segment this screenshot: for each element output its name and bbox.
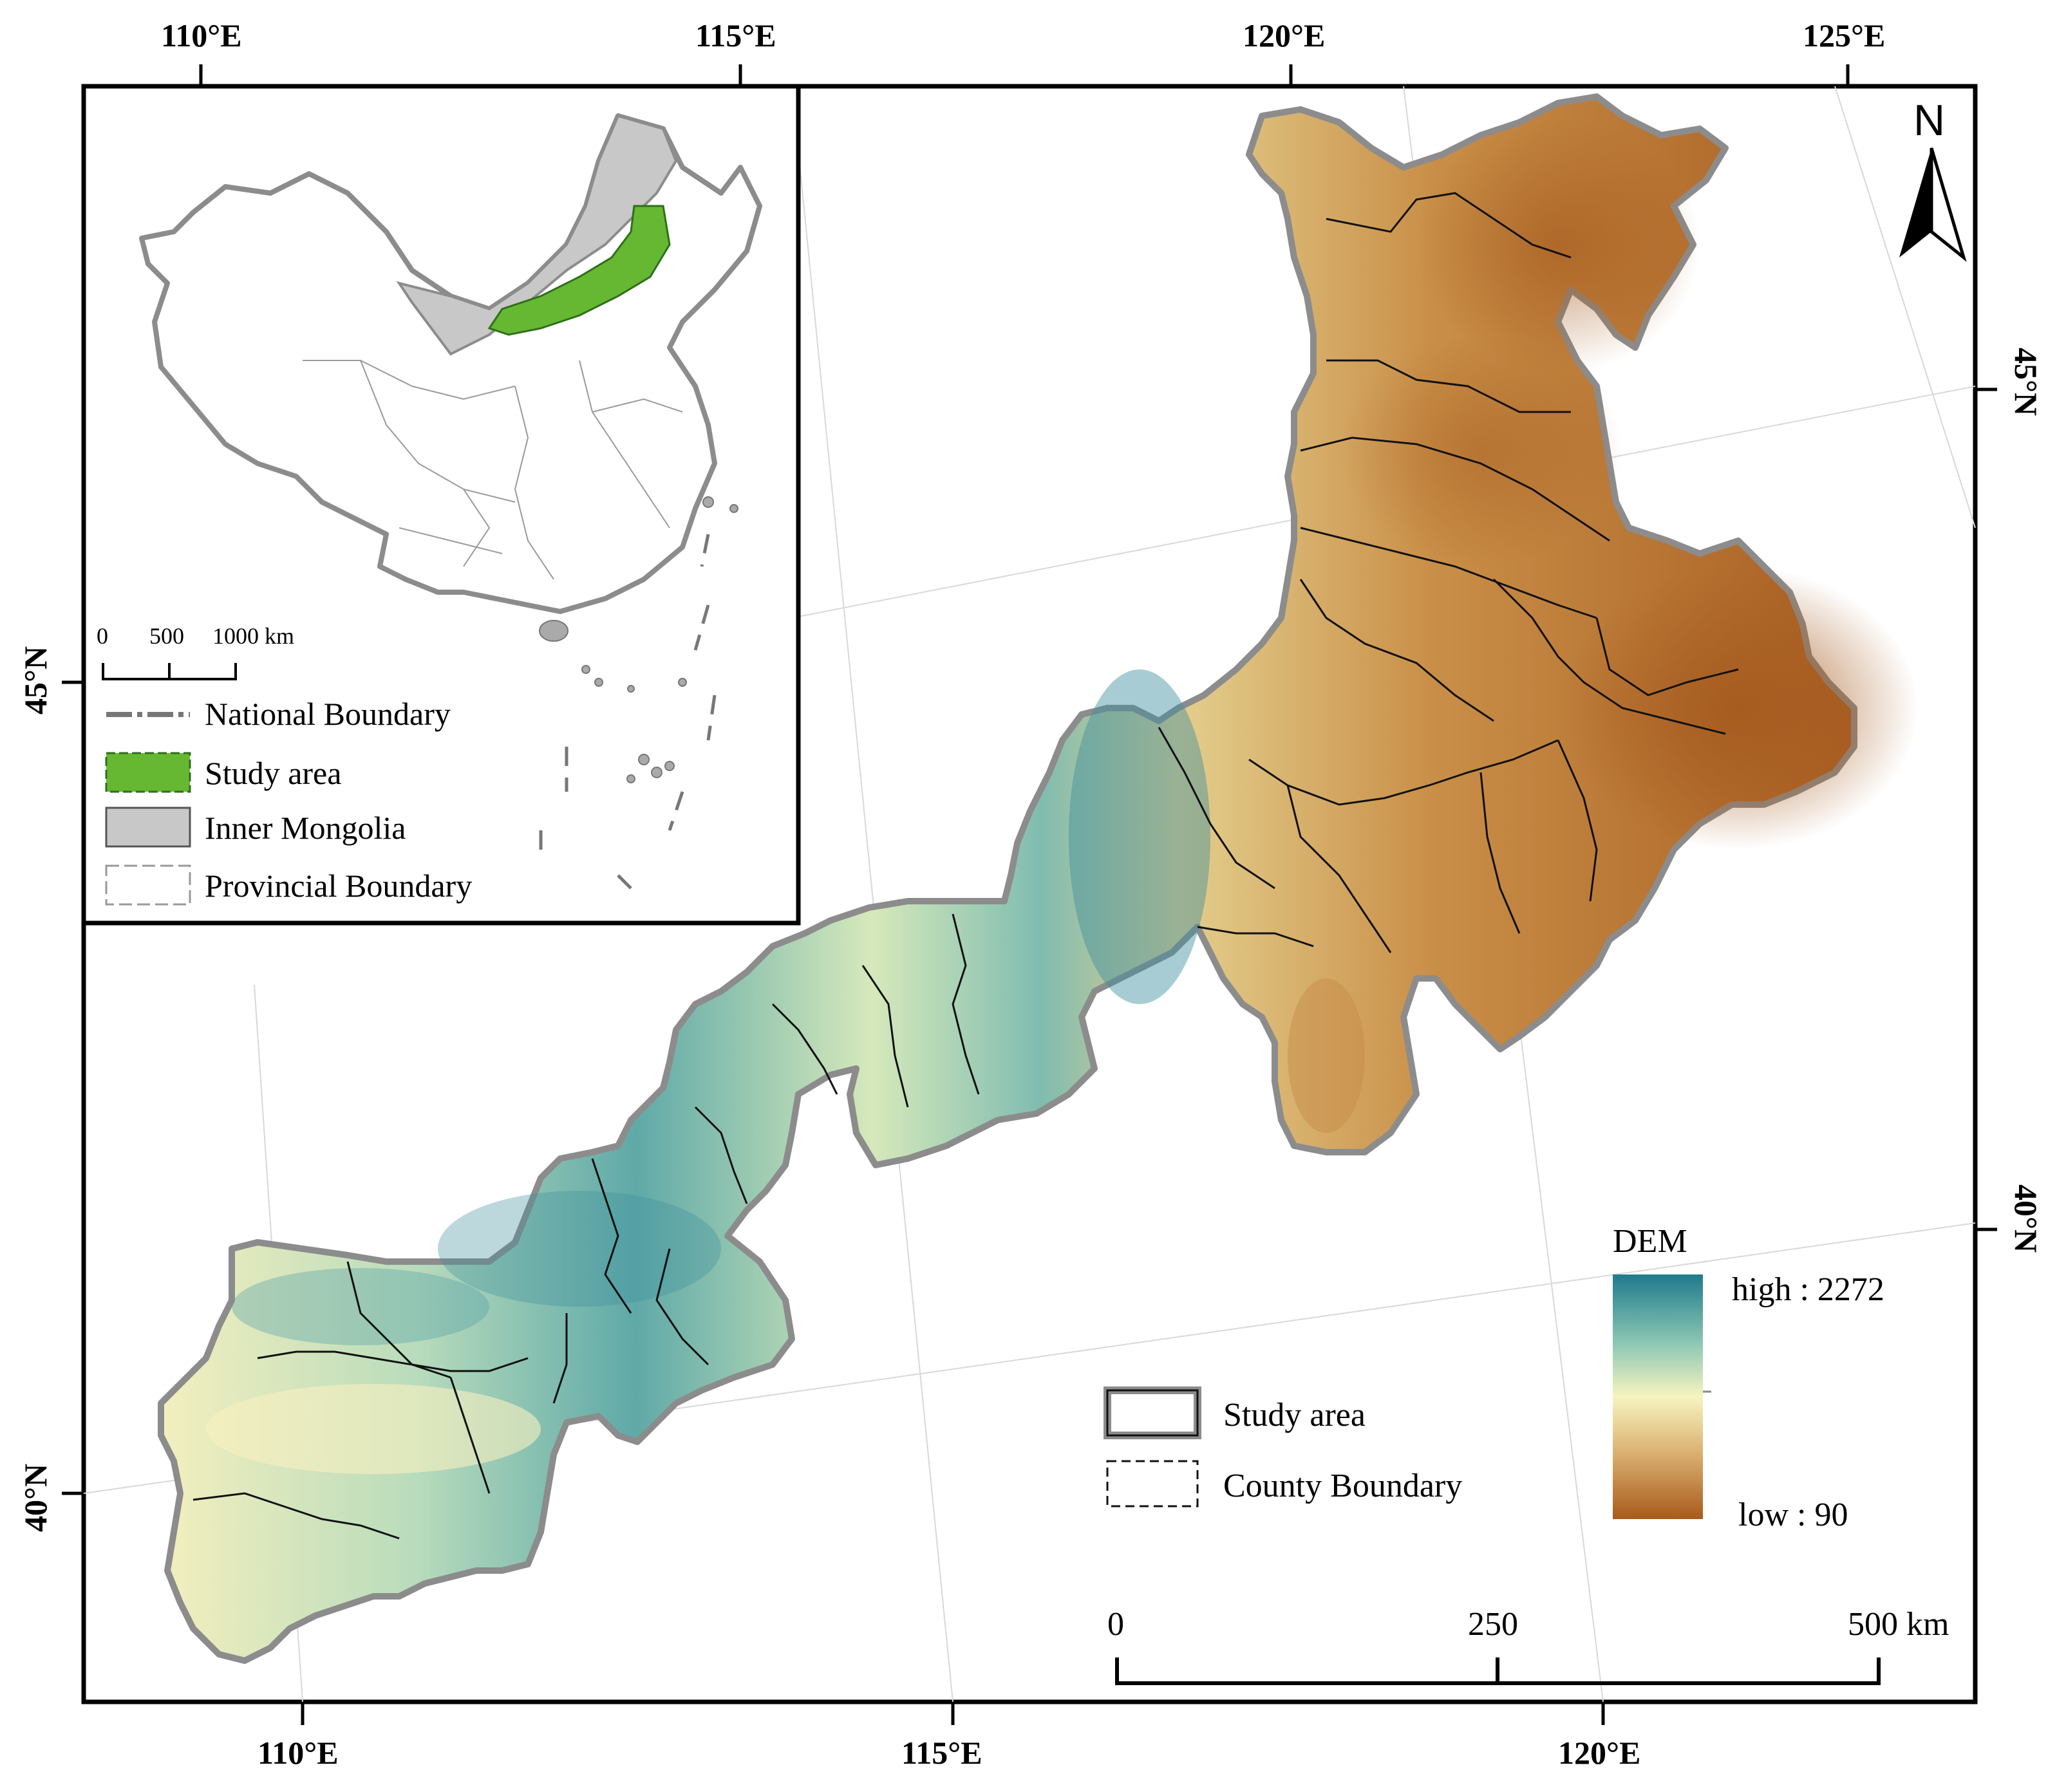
county-boundaries — [193, 192, 1739, 1540]
study-area-legend-label: Study area — [1223, 1397, 1366, 1433]
left-latitude-label: 45°N — [17, 646, 53, 714]
north-label: N — [1913, 96, 1945, 145]
left-latitude-label: 40°N — [17, 1464, 53, 1532]
right-latitude-label: 45°N — [2008, 348, 2044, 416]
county-boundary-legend-swatch — [1106, 1460, 1199, 1507]
inset-scale-label: 1000 km — [212, 623, 294, 649]
inset-provincial-boundaries — [303, 360, 683, 580]
inset-map: 0 500 1000 km National Boundary Study ar… — [81, 84, 801, 926]
scale-label: 500 km — [1848, 1606, 1949, 1643]
study-area-legend-swatch — [1104, 1386, 1201, 1439]
inset-islands — [539, 496, 738, 783]
top-longitude-label: 115°E — [695, 17, 776, 53]
graticule-labels: 110°E 115°E 120°E 125°E 110°E 115°E 120°… — [17, 17, 2044, 1771]
top-longitude-label: 125°E — [1803, 17, 1885, 53]
inset-legend-label: National Boundary — [205, 696, 451, 732]
scale-bar: 0 250 500 km — [1107, 1606, 1949, 1685]
provincial-boundary-swatch — [105, 864, 191, 906]
main-legend: Study area County Boundary — [1104, 1386, 1462, 1507]
study-area — [158, 93, 1919, 1664]
right-latitude-label: 40°N — [2008, 1184, 2044, 1253]
inset-scale-label: 500 — [149, 623, 184, 649]
inset-study-area — [487, 205, 671, 336]
top-longitude-label: 120°E — [1243, 17, 1325, 53]
bottom-longitude-label: 110°E — [258, 1735, 339, 1771]
inset-legend-label: Study area — [205, 755, 341, 791]
scale-label: 250 — [1468, 1606, 1518, 1643]
inset-legend-label: Provincial Boundary — [205, 868, 472, 904]
inner-mongolia-region — [396, 114, 678, 356]
graticule-ticks — [62, 64, 1997, 1725]
dem-low-label: low : 90 — [1738, 1497, 1848, 1533]
inset-study-area-swatch — [105, 752, 191, 793]
scale-label: 0 — [1107, 1606, 1124, 1643]
north-arrow-icon — [1899, 148, 1931, 257]
inset-sea-boundary — [539, 534, 717, 890]
dem-legend-title: DEM — [1613, 1223, 1687, 1260]
inset-scale-label: 0 — [97, 623, 108, 649]
bottom-longitude-label: 120°E — [1558, 1735, 1640, 1771]
inner-mongolia-swatch — [105, 807, 191, 848]
north-arrow: N — [1899, 96, 1967, 262]
county-boundary-legend-label: County Boundary — [1223, 1468, 1462, 1504]
dem-high-label: high : 2272 — [1732, 1271, 1884, 1308]
dem-color-ramp — [1613, 1274, 1703, 1519]
bottom-longitude-label: 115°E — [901, 1735, 982, 1771]
inset-legend-label: Inner Mongolia — [205, 810, 406, 846]
dem-legend: DEM high : 2272 low : 90 — [1613, 1223, 1884, 1533]
top-longitude-label: 110°E — [161, 17, 242, 53]
